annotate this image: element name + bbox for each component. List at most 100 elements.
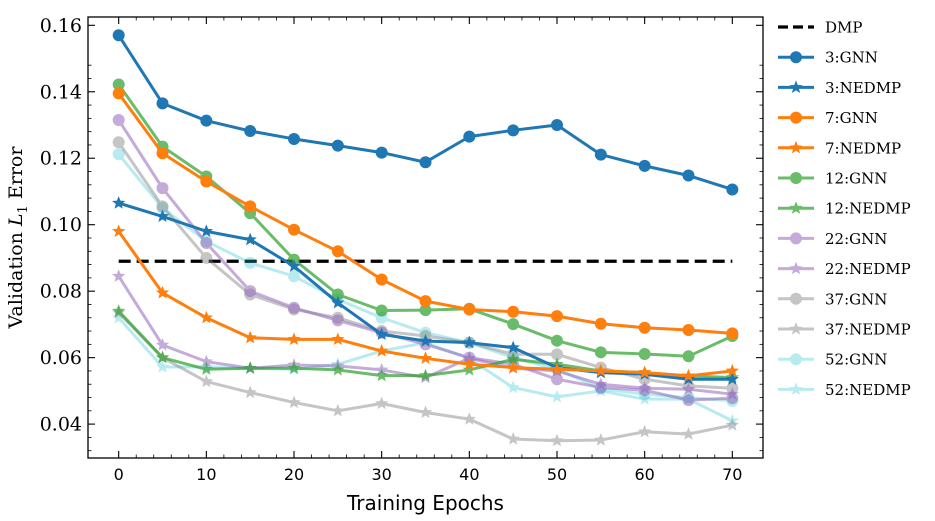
axis-ticks: 0 10 20 30 40 50 60 70 0.04 0.06 0.08 0.10 0.12 0.14 0… <box>40 15 763 484</box>
legend-swatch <box>778 292 814 305</box>
y-tick-label: 0.10 <box>40 214 82 236</box>
data-point-3-nedmp <box>287 259 301 272</box>
legend-label: 12:NEDMP <box>825 200 911 218</box>
data-point-12-nedmp <box>287 361 301 374</box>
data-point-52-nedmp <box>112 310 126 324</box>
legend-swatch <box>778 322 814 335</box>
data-point-12-nedmp <box>506 352 520 365</box>
data-point-12-nedmp <box>375 368 389 382</box>
data-point-7-nedmp <box>638 365 652 379</box>
data-point-37-nedmp <box>331 403 345 417</box>
data-point-22-gnn <box>288 301 301 314</box>
legend-label: 52:NEDMP <box>825 381 911 399</box>
data-point-52-nedmp <box>725 413 739 427</box>
legend-marker <box>789 322 803 335</box>
legend-swatch <box>778 140 814 154</box>
data-point-12-gnn <box>638 347 651 360</box>
data-point-7-nedmp <box>506 360 520 374</box>
x-axis-title: Training Epochs <box>346 491 504 515</box>
legend-marker <box>790 111 802 124</box>
data-point-52-nedmp <box>506 380 520 394</box>
y-axis-title-tail: Error <box>5 146 27 206</box>
y-tick-label: 0.06 <box>40 347 82 369</box>
data-point-7-gnn <box>200 175 213 188</box>
data-point-3-gnn <box>375 146 388 159</box>
data-point-12-gnn <box>682 350 695 363</box>
series-7-gnn <box>112 87 739 340</box>
data-point-7-gnn <box>419 295 432 308</box>
legend-entry-12-nedmp: 12:NEDMP <box>778 200 911 218</box>
legend-marker <box>790 172 802 184</box>
data-point-37-nedmp <box>375 396 389 410</box>
legend-label: 3:GNN <box>825 49 878 67</box>
legend-entry-3-nedmp: 3:NEDMP <box>778 79 901 97</box>
data-point-22-nedmp <box>594 377 608 390</box>
data-point-52-nedmp <box>550 389 564 403</box>
data-point-37-gnn <box>156 200 169 213</box>
data-point-22-gnn <box>682 394 695 407</box>
x-tick-label: 40 <box>459 465 479 484</box>
data-point-12-nedmp <box>462 362 476 376</box>
data-point-37-gnn <box>200 251 213 264</box>
data-point-12-nedmp <box>112 304 126 317</box>
data-point-52-gnn <box>288 270 301 283</box>
data-point-3-gnn <box>112 29 125 42</box>
legend-label: 7:NEDMP <box>825 139 901 157</box>
data-point-12-gnn <box>331 288 344 301</box>
legend-entry-7-nedmp: 7:NEDMP <box>778 139 901 157</box>
legend-entry-52-nedmp: 52:NEDMP <box>778 381 911 399</box>
data-point-12-gnn <box>375 304 388 317</box>
data-point-22-nedmp <box>681 382 696 395</box>
data-point-7-gnn <box>682 324 695 337</box>
y-axis-title-var: L <box>5 213 27 227</box>
data-point-37-nedmp <box>506 432 520 445</box>
data-point-37-nedmp <box>243 385 257 399</box>
legend-marker <box>789 140 803 154</box>
data-point-37-nedmp <box>287 395 301 409</box>
data-point-22-gnn <box>244 285 257 298</box>
data-point-37-nedmp <box>681 427 696 440</box>
data-point-3-gnn <box>244 124 257 137</box>
legend-marker <box>789 382 803 396</box>
y-tick-label: 0.14 <box>40 81 82 103</box>
data-point-3-gnn <box>507 124 520 137</box>
data-point-12-nedmp <box>243 361 257 374</box>
x-tick-label: 30 <box>371 465 391 484</box>
data-point-3-gnn <box>682 169 695 182</box>
data-point-3-nedmp <box>112 196 126 209</box>
data-point-37-gnn <box>112 136 125 149</box>
y-tick-label: 0.12 <box>40 148 82 170</box>
data-point-22-gnn <box>112 114 125 127</box>
data-point-12-nedmp <box>418 368 433 382</box>
series-3-gnn <box>112 29 739 196</box>
data-point-7-nedmp <box>112 224 126 238</box>
legend-swatch <box>778 201 814 214</box>
x-tick-label: 10 <box>196 465 216 484</box>
data-point-37-nedmp <box>418 405 433 419</box>
data-point-7-gnn <box>156 147 169 160</box>
data-point-7-nedmp <box>287 332 301 346</box>
data-point-22-nedmp <box>155 338 170 351</box>
data-point-37-nedmp <box>550 433 564 447</box>
x-tick-label: 70 <box>722 465 742 484</box>
y-tick-label: 0.16 <box>40 15 82 37</box>
series-7-nedmp <box>112 224 739 382</box>
data-point-37-nedmp <box>199 374 213 388</box>
data-point-52-gnn <box>419 326 432 339</box>
x-tick-label: 0 <box>114 465 124 484</box>
legend-entry-37-nedmp: 37:NEDMP <box>778 321 911 339</box>
legend-swatch <box>778 232 814 245</box>
data-point-22-gnn <box>156 182 169 195</box>
legend-swatch <box>778 261 814 275</box>
data-point-3-nedmp <box>418 334 433 347</box>
data-point-7-nedmp <box>550 362 564 375</box>
legend-marker <box>789 201 803 214</box>
data-point-3-nedmp <box>725 372 739 385</box>
data-point-7-gnn <box>726 327 739 340</box>
legend-entry-12-gnn: 12:GNN <box>778 170 887 188</box>
legend-swatch <box>778 172 814 184</box>
data-point-52-gnn <box>112 148 125 161</box>
legend-label: 12:GNN <box>825 170 887 188</box>
legend-swatch <box>778 382 814 396</box>
data-point-7-nedmp <box>331 332 345 346</box>
